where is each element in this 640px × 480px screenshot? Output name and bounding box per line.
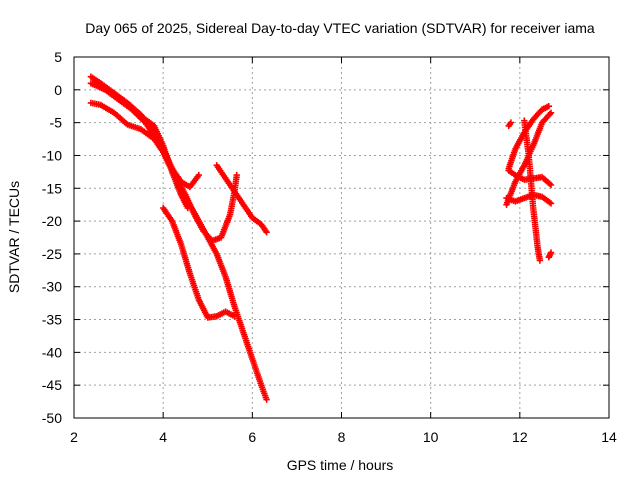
y-tick-label: -30 <box>42 279 62 295</box>
data-series <box>160 204 238 321</box>
data-point <box>545 103 552 110</box>
data-point <box>195 171 202 179</box>
data-series <box>213 162 270 236</box>
chart-title: Day 065 of 2025, Sidereal Day-to-day VTE… <box>85 20 595 36</box>
y-tick-label: -50 <box>42 410 62 426</box>
y-tick-label: -10 <box>42 147 62 163</box>
data-point <box>263 396 270 403</box>
x-tick-label: 8 <box>338 429 346 445</box>
tick-labels: 2 4 6 8 10 12 14 5 0 -5 -10 -15 -20 -25 -30 -35 -40 -45 -5… <box>42 49 617 445</box>
x-tick-label: 14 <box>601 429 617 445</box>
data-point <box>547 249 555 256</box>
data-point <box>184 204 191 212</box>
data-point <box>536 257 544 264</box>
y-axis-title: SDTVAR / TECUs <box>6 181 22 293</box>
data-point <box>547 109 555 116</box>
x-tick-label: 6 <box>248 429 256 445</box>
y-tick-label: -25 <box>42 246 62 262</box>
data-series <box>505 119 515 130</box>
y-tick-label: 0 <box>54 82 62 98</box>
x-axis-title: GPS time / hours <box>287 457 394 473</box>
data-point <box>233 171 240 179</box>
data-series <box>521 117 544 264</box>
data-series <box>87 99 202 191</box>
y-tick-label: -5 <box>50 115 63 131</box>
y-tick-label: -40 <box>42 344 62 360</box>
x-tick-label: 10 <box>423 429 439 445</box>
data-point <box>507 119 515 126</box>
data-point <box>547 181 555 189</box>
data-point <box>231 313 238 320</box>
y-tick-label: -35 <box>42 312 62 328</box>
y-tick-label: 5 <box>54 49 62 65</box>
axis-ticks <box>73 56 610 419</box>
x-tick-label: 12 <box>512 429 528 445</box>
data-series <box>137 112 191 212</box>
data-point <box>547 200 555 207</box>
x-tick-label: 4 <box>159 429 167 445</box>
data-series <box>87 80 240 244</box>
x-tick-label: 2 <box>70 429 78 445</box>
grid-lines <box>74 57 609 418</box>
y-tick-label: -45 <box>42 377 62 393</box>
y-tick-label: -20 <box>42 213 62 229</box>
data-point <box>263 229 270 236</box>
data-marks <box>87 73 555 403</box>
data-series <box>545 249 555 261</box>
y-tick-label: -15 <box>42 180 62 196</box>
